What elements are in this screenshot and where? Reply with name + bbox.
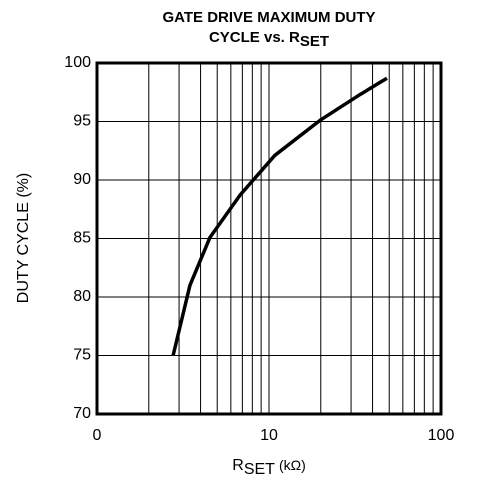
plot-frame xyxy=(95,61,443,416)
chart-title: CYCLE vs. RSET xyxy=(209,29,329,50)
y-tick-label: 100 xyxy=(64,54,91,71)
x-label-unit: (kΩ) xyxy=(279,457,306,473)
y-tick-label: 90 xyxy=(73,171,91,188)
x-tick-label: 0 xyxy=(93,427,102,444)
x-label-text: R xyxy=(232,457,244,474)
title-text: CYCLE vs. R xyxy=(209,29,300,46)
chart-title: GATE DRIVE MAXIMUM DUTY xyxy=(162,9,375,26)
x-tick-label: 100 xyxy=(428,427,455,444)
y-tick-label: 80 xyxy=(73,288,91,305)
data-line xyxy=(171,76,388,356)
x-tick-label: 10 xyxy=(260,427,278,444)
y-tick-label: 85 xyxy=(73,230,91,247)
x-axis-label: RSET (kΩ) xyxy=(232,457,305,479)
y-tick-label: 70 xyxy=(73,405,91,422)
y-tick-label: 95 xyxy=(73,113,91,130)
y-axis-label: DUTY CYCLE (%) xyxy=(15,173,32,303)
y-tick-label: 75 xyxy=(73,347,91,364)
title-subscript: SET xyxy=(300,33,329,50)
x-label-subscript: SET xyxy=(244,461,275,478)
